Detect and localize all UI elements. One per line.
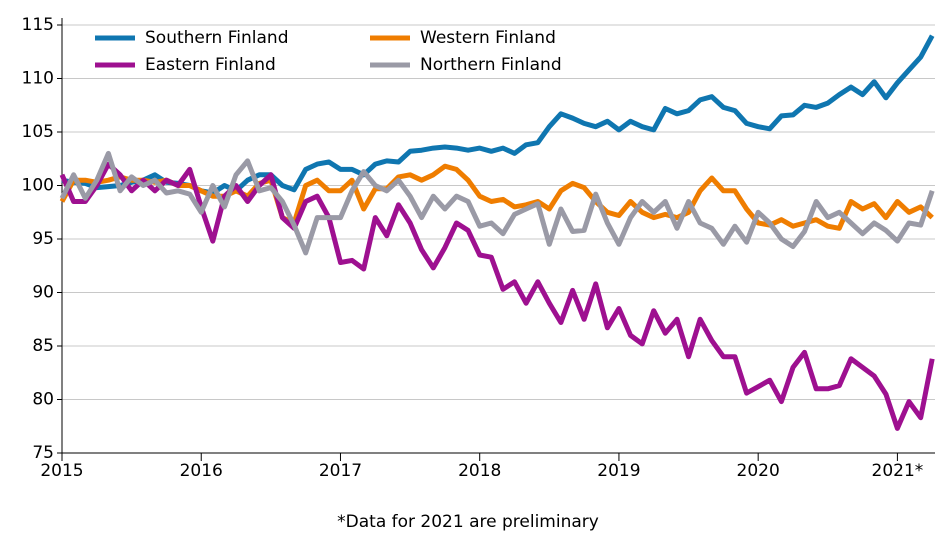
x-tick-label: 2020 bbox=[737, 461, 780, 481]
x-tick-label: 2019 bbox=[597, 461, 640, 481]
y-tick-label: 115 bbox=[22, 15, 54, 35]
x-tick-label: 2016 bbox=[180, 461, 223, 481]
y-tick-label: 90 bbox=[32, 283, 54, 303]
legend-label: Southern Finland bbox=[145, 28, 288, 48]
footnote: *Data for 2021 are preliminary bbox=[337, 512, 599, 532]
y-tick-label: 80 bbox=[32, 390, 54, 410]
x-tick-label: 2018 bbox=[458, 461, 501, 481]
y-tick-label: 105 bbox=[22, 122, 54, 142]
y-tick-label: 100 bbox=[22, 176, 54, 196]
legend-label: Eastern Finland bbox=[145, 55, 276, 75]
series-line bbox=[59, 161, 935, 431]
y-tick-label: 75 bbox=[32, 443, 54, 463]
y-tick-label: 95 bbox=[32, 229, 54, 249]
legend-label: Western Finland bbox=[420, 28, 556, 48]
y-tick-label: 85 bbox=[32, 336, 54, 356]
x-tick-label: 2017 bbox=[319, 461, 362, 481]
y-tick-label: 110 bbox=[22, 69, 54, 89]
x-tick-label: 2021* bbox=[872, 461, 924, 481]
series-line bbox=[59, 150, 935, 256]
x-tick-label: 2015 bbox=[40, 461, 83, 481]
legend-label: Northern Finland bbox=[420, 55, 562, 75]
